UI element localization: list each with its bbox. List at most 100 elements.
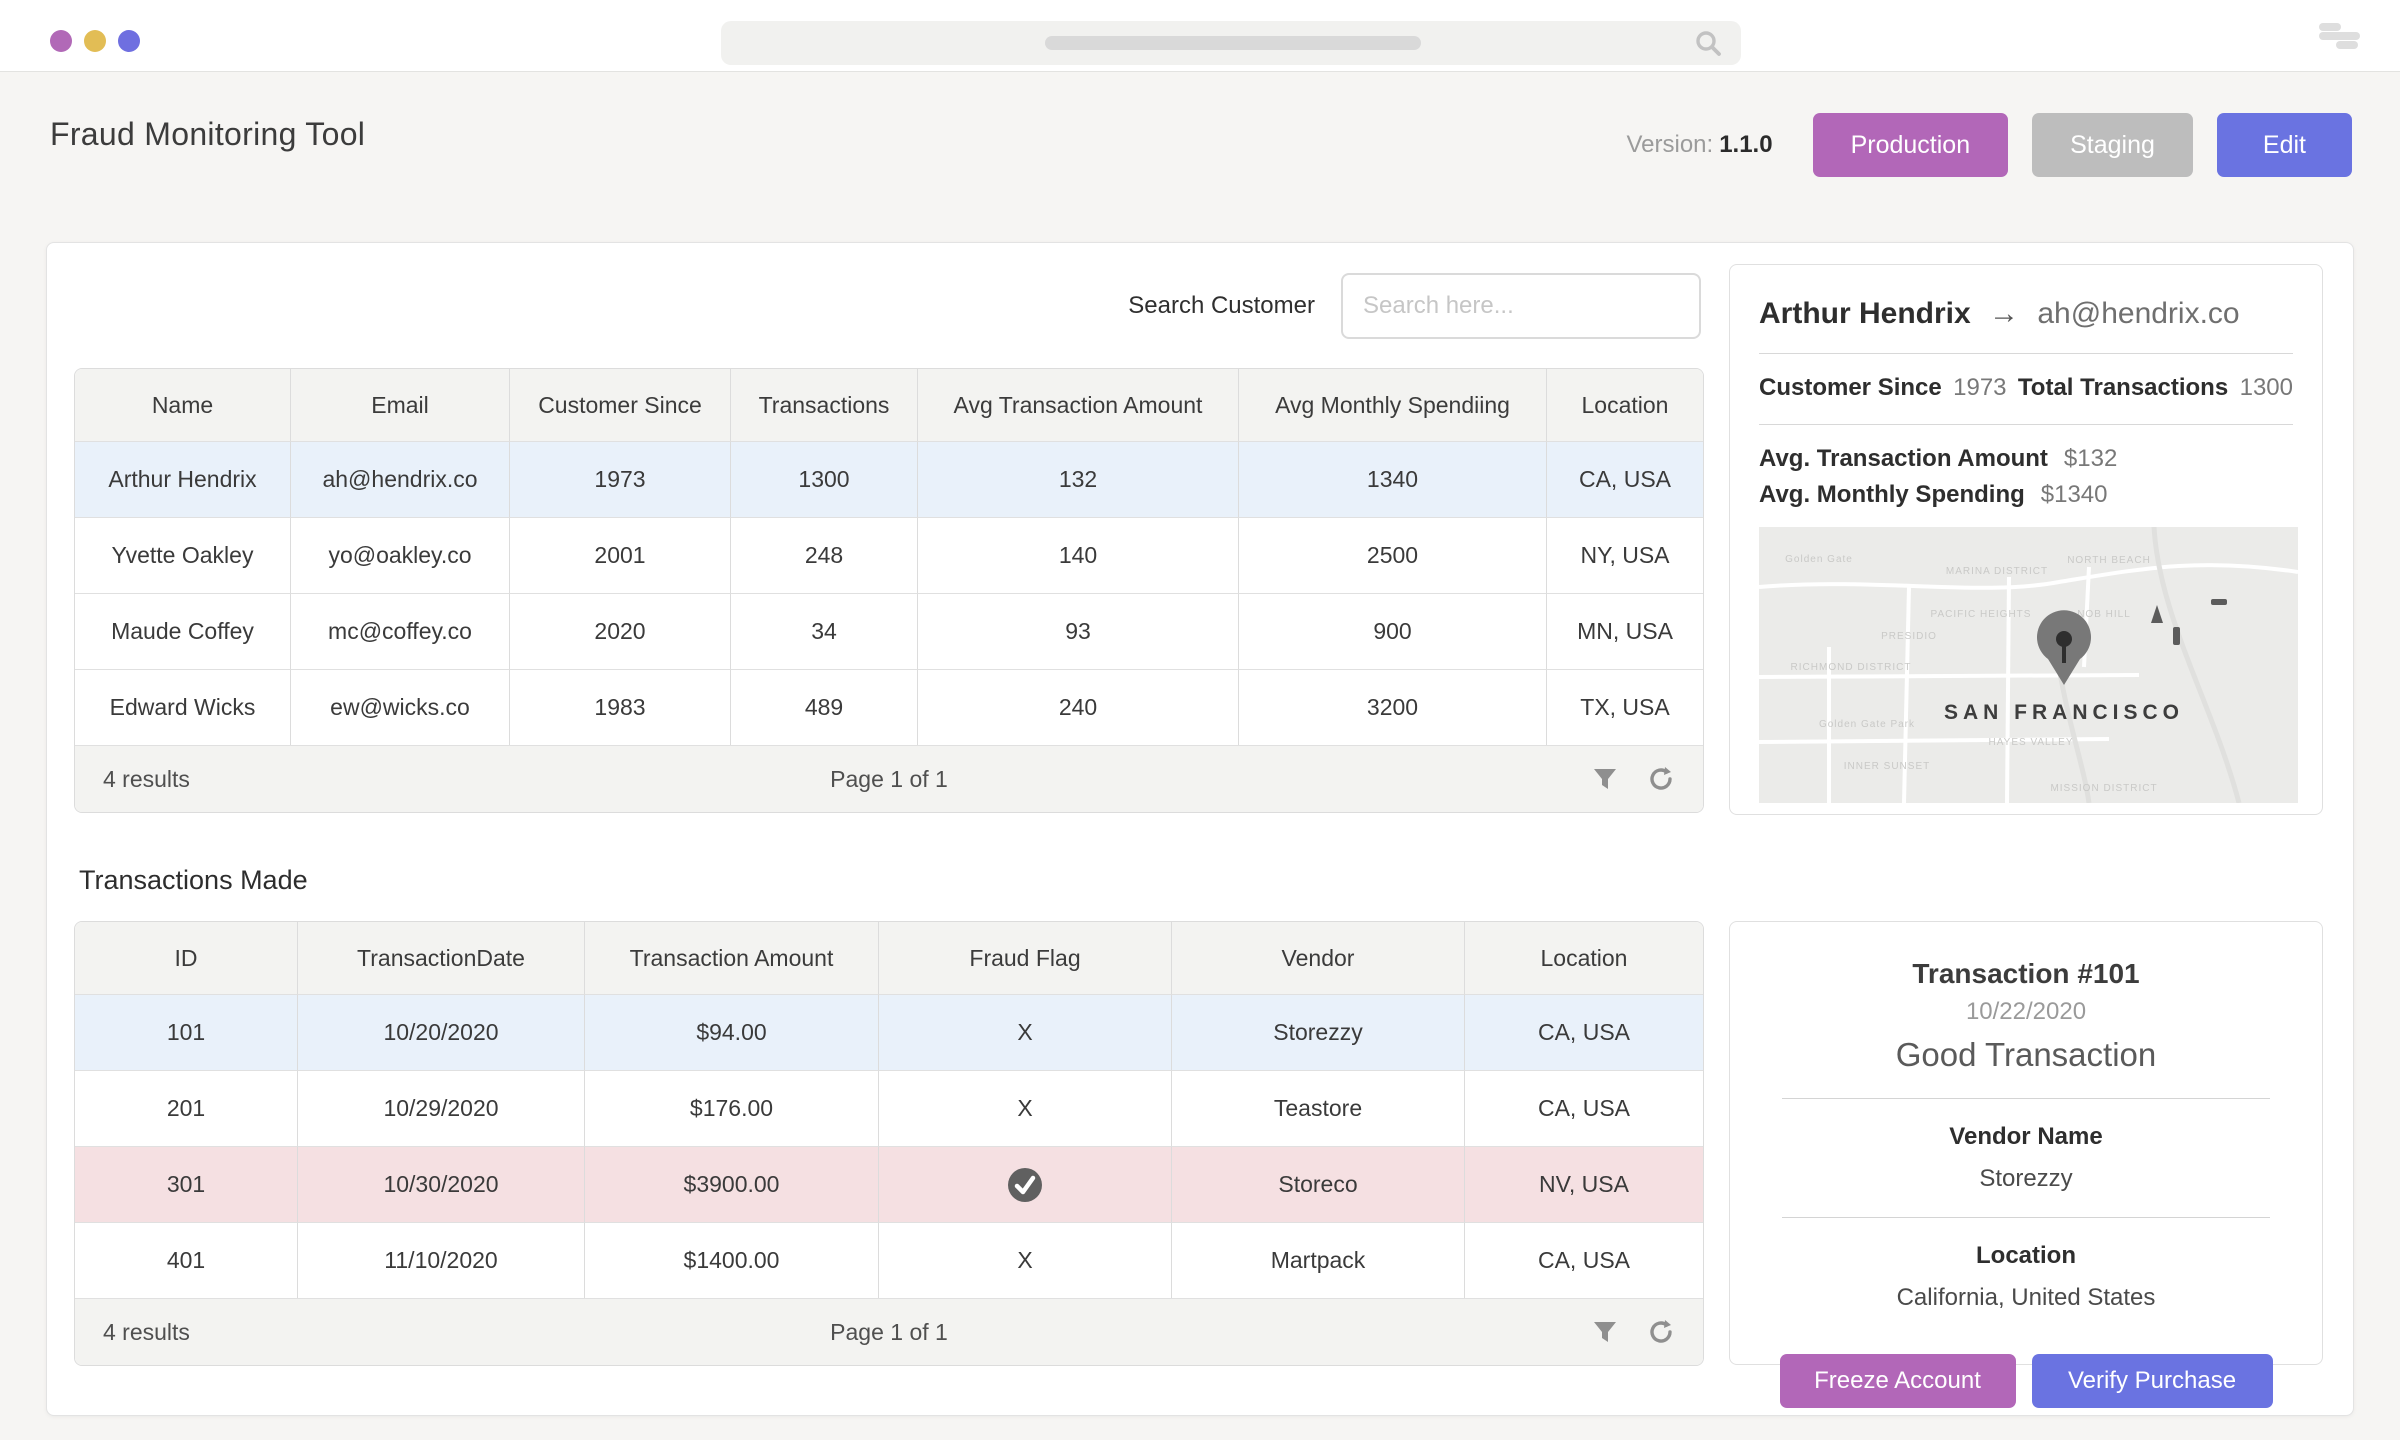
cell-amount: $176.00 <box>585 1070 879 1146</box>
cell-id: 301 <box>75 1146 298 1222</box>
avg-transaction-value: $132 <box>2064 445 2117 472</box>
staging-button[interactable]: Staging <box>2032 113 2193 177</box>
cell-location: CA, USA <box>1465 994 1703 1070</box>
cell-customer-since: 1983 <box>510 669 731 745</box>
cell-avg-transaction: 140 <box>918 517 1239 593</box>
version-label: Version:1.1.0 <box>1626 131 1772 159</box>
cell-location: NY, USA <box>1547 517 1703 593</box>
column-header-email[interactable]: Email <box>291 369 510 441</box>
window-menu-icon[interactable] <box>2319 23 2361 49</box>
cell-avg-transaction: 240 <box>918 669 1239 745</box>
browser-chrome <box>0 0 2400 72</box>
avg-transaction-label: Avg. Transaction Amount <box>1759 445 2048 472</box>
customers-table: Name Email Customer Since Transactions A… <box>74 368 1704 813</box>
transaction-row-selected[interactable]: 101 10/20/2020 $94.00 X Storezzy CA, USA <box>75 994 1703 1070</box>
column-header-customer-since[interactable]: Customer Since <box>510 369 731 441</box>
header-actions: Version:1.1.0 Production Staging Edit <box>1626 112 2352 178</box>
map-label: INNER SUNSET <box>1844 761 1930 772</box>
avg-monthly-value: $1340 <box>2041 481 2108 508</box>
map-label: MISSION DISTRICT <box>2050 783 2157 794</box>
transactions-section-title: Transactions Made <box>79 865 308 896</box>
cell-id: 201 <box>75 1070 298 1146</box>
customer-row[interactable]: Maude Coffey mc@coffey.co 2020 34 93 900… <box>75 593 1703 669</box>
cell-date: 11/10/2020 <box>298 1222 585 1298</box>
cell-amount: $3900.00 <box>585 1146 879 1222</box>
cell-email: yo@oakley.co <box>291 517 510 593</box>
column-header-avg-transaction-amount[interactable]: Avg Transaction Amount <box>918 369 1239 441</box>
transaction-row[interactable]: 201 10/29/2020 $176.00 X Teastore CA, US… <box>75 1070 1703 1146</box>
divider <box>1759 424 2293 425</box>
cell-date: 10/20/2020 <box>298 994 585 1070</box>
freeze-account-button[interactable]: Freeze Account <box>1780 1354 2016 1408</box>
cell-transactions: 489 <box>731 669 918 745</box>
column-header-avg-monthly-spending[interactable]: Avg Monthly Spendiing <box>1239 369 1547 441</box>
cell-avg-transaction: 93 <box>918 593 1239 669</box>
cell-fraud-flag <box>879 1146 1172 1222</box>
window-dot-purple[interactable] <box>50 30 72 52</box>
main-panel: Search Customer Name Email Customer Sinc… <box>46 242 2354 1416</box>
cell-location: NV, USA <box>1465 1146 1703 1222</box>
cell-fraud-flag: X <box>879 994 1172 1070</box>
customer-row[interactable]: Yvette Oakley yo@oakley.co 2001 248 140 … <box>75 517 1703 593</box>
transactions-table-footer: 4 results Page 1 of 1 <box>75 1298 1703 1365</box>
cell-date: 10/29/2020 <box>298 1070 585 1146</box>
cell-email: ah@hendrix.co <box>291 441 510 517</box>
column-header-id[interactable]: ID <box>75 922 298 994</box>
browser-address-bar[interactable] <box>721 21 1741 65</box>
customer-location-map[interactable]: Golden Gate MARINA DISTRICT NORTH BEACH … <box>1759 527 2298 803</box>
cell-customer-since: 2020 <box>510 593 731 669</box>
map-label: NORTH BEACH <box>2067 555 2151 566</box>
transaction-date: 10/22/2020 <box>1730 998 2322 1026</box>
cell-name: Arthur Hendrix <box>75 441 291 517</box>
cell-date: 10/30/2020 <box>298 1146 585 1222</box>
column-header-location[interactable]: Location <box>1547 369 1703 441</box>
cell-avg-transaction: 132 <box>918 441 1239 517</box>
transaction-row[interactable]: 401 11/10/2020 $1400.00 X Martpack CA, U… <box>75 1222 1703 1298</box>
map-label: HAYES VALLEY <box>1989 737 2074 748</box>
window-dot-blue[interactable] <box>118 30 140 52</box>
customers-table-footer: 4 results Page 1 of 1 <box>75 745 1703 812</box>
page-indicator: Page 1 of 1 <box>75 766 1703 793</box>
vendor-name-value: Storezzy <box>1730 1165 2322 1193</box>
transactions-table-header: ID TransactionDate Transaction Amount Fr… <box>75 922 1703 994</box>
customer-email: ah@hendrix.co <box>2037 297 2239 330</box>
cell-avg-monthly: 3200 <box>1239 669 1547 745</box>
window-traffic-lights <box>50 30 140 52</box>
column-header-transactions[interactable]: Transactions <box>731 369 918 441</box>
page-title: Fraud Monitoring Tool <box>50 116 365 153</box>
column-header-transaction-date[interactable]: TransactionDate <box>298 922 585 994</box>
refresh-icon[interactable] <box>1647 765 1675 793</box>
cell-transactions: 1300 <box>731 441 918 517</box>
column-header-name[interactable]: Name <box>75 369 291 441</box>
refresh-icon[interactable] <box>1647 1318 1675 1346</box>
search-customer-input[interactable] <box>1341 273 1701 339</box>
transaction-row-fraud[interactable]: 301 10/30/2020 $3900.00 Storeco NV, USA <box>75 1146 1703 1222</box>
total-transactions-value: 1300 <box>2240 374 2293 402</box>
column-header-vendor[interactable]: Vendor <box>1172 922 1465 994</box>
customer-row[interactable]: Edward Wicks ew@wicks.co 1983 489 240 32… <box>75 669 1703 745</box>
column-header-transaction-amount[interactable]: Transaction Amount <box>585 922 879 994</box>
verify-purchase-button[interactable]: Verify Purchase <box>2032 1354 2273 1408</box>
edit-button[interactable]: Edit <box>2217 113 2352 177</box>
column-header-fraud-flag[interactable]: Fraud Flag <box>879 922 1172 994</box>
location-label: Location <box>1730 1242 2322 1270</box>
cell-location: CA, USA <box>1465 1070 1703 1146</box>
cell-id: 101 <box>75 994 298 1070</box>
customer-search-row: Search Customer <box>47 273 1701 339</box>
customer-detail-card: Arthur Hendrix → ah@hendrix.co Customer … <box>1729 264 2323 815</box>
customer-since-value: 1973 <box>1953 374 2006 402</box>
cell-avg-monthly: 900 <box>1239 593 1547 669</box>
cell-vendor: Teastore <box>1172 1070 1465 1146</box>
avg-monthly-label: Avg. Monthly Spending <box>1759 481 2025 508</box>
map-label: PRESIDIO <box>1881 631 1937 642</box>
map-city-label: SAN FRANCISCO <box>1944 701 2184 724</box>
filter-icon[interactable] <box>1591 1318 1619 1346</box>
customer-row-selected[interactable]: Arthur Hendrix ah@hendrix.co 1973 1300 1… <box>75 441 1703 517</box>
production-button[interactable]: Production <box>1813 113 2009 177</box>
column-header-location[interactable]: Location <box>1465 922 1703 994</box>
filter-icon[interactable] <box>1591 765 1619 793</box>
map-label: MARINA DISTRICT <box>1946 566 2048 577</box>
cell-location: CA, USA <box>1547 441 1703 517</box>
window-dot-yellow[interactable] <box>84 30 106 52</box>
divider <box>1782 1217 2270 1218</box>
